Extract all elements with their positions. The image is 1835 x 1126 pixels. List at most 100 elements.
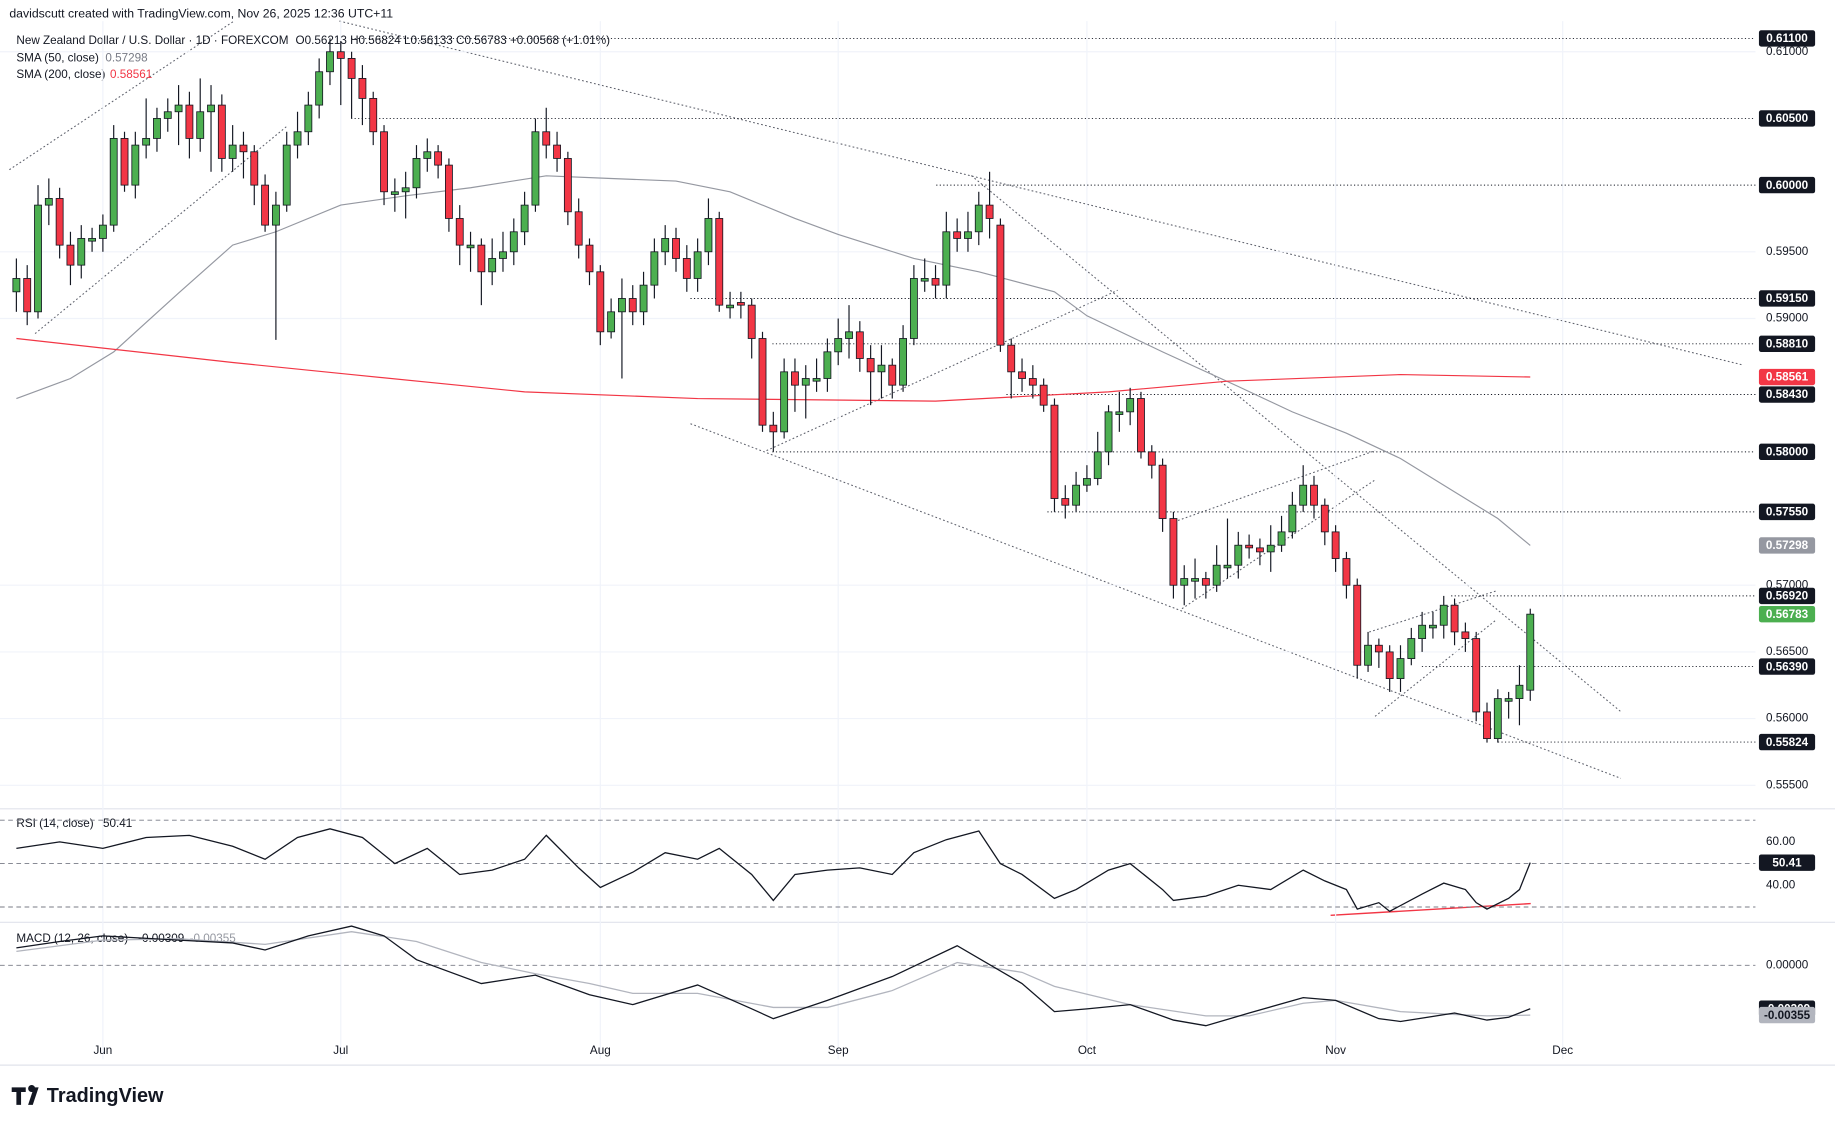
level-label-box <box>1758 587 1816 605</box>
candle-body <box>574 211 583 246</box>
pane-separators <box>0 808 1835 1066</box>
level-label-box <box>1758 110 1816 127</box>
candle-body <box>855 331 864 359</box>
level-label: 0.60500 <box>1766 112 1809 125</box>
y-tick-label: 60.00 <box>1766 835 1796 848</box>
candle-body <box>77 238 86 266</box>
candle-body <box>1158 464 1167 519</box>
candle-body <box>726 304 734 309</box>
candle-body <box>1126 398 1135 413</box>
candle-body <box>228 144 237 159</box>
level-label-box <box>1758 176 1816 194</box>
candle-body <box>336 51 345 59</box>
candle-body <box>1212 564 1221 586</box>
candle-body <box>207 104 215 113</box>
candle-body <box>401 187 410 193</box>
x-tick-label: Nov <box>1325 1044 1346 1057</box>
level-label: 0.56920 <box>1766 590 1809 603</box>
y-tick-label: 0.55500 <box>1766 778 1809 791</box>
level-label-box <box>1758 30 1816 47</box>
candle-body <box>163 111 172 119</box>
candle-body <box>434 151 443 166</box>
y-tick-label: 0.56500 <box>1766 645 1809 658</box>
candle-body <box>120 138 129 186</box>
candle-body <box>791 371 799 386</box>
last-price-label: 0.56783 <box>1766 608 1809 621</box>
candle-body <box>250 151 259 186</box>
candle-body <box>1461 631 1470 639</box>
candle-body <box>1050 404 1059 499</box>
indicator-value-label-box <box>1758 1006 1816 1024</box>
candle-body <box>1093 451 1102 479</box>
candle-body <box>758 338 767 426</box>
candle-body <box>1201 578 1210 586</box>
legend-value: 50.41 <box>103 817 132 830</box>
candle-body <box>1515 684 1524 700</box>
candle-body <box>1385 651 1394 679</box>
indicator-line <box>16 931 1531 1017</box>
candle-body <box>326 51 334 73</box>
candle-body <box>455 218 464 246</box>
candle-body <box>704 218 713 253</box>
candle-body <box>217 104 226 159</box>
candle-body <box>769 424 778 433</box>
candle-body <box>974 204 983 233</box>
candle-body <box>909 278 918 339</box>
candle-body <box>563 158 572 213</box>
sma-price-label-box <box>1758 368 1816 386</box>
candle-body <box>174 104 183 113</box>
divergence-line <box>1330 902 1531 917</box>
candle-body <box>1396 658 1405 679</box>
candle-body <box>1180 578 1189 586</box>
sma-price-label: 0.57298 <box>1766 539 1809 552</box>
candle-body <box>1493 698 1502 740</box>
candle-body <box>109 138 118 226</box>
candle-body <box>1429 624 1437 629</box>
candle-body <box>66 244 75 266</box>
level-label: 0.59150 <box>1766 292 1809 305</box>
legend-value: 0.58561 <box>110 68 152 81</box>
candle-body <box>801 378 810 386</box>
trend-line <box>1374 619 1496 717</box>
candle-body <box>1169 518 1178 586</box>
y-tick-label: 0.56000 <box>1766 712 1809 725</box>
candle-body <box>412 158 421 189</box>
candle-body <box>1256 547 1264 553</box>
candle-body <box>88 238 96 242</box>
candle-body <box>585 244 594 273</box>
candle-body <box>23 278 32 313</box>
candle-body <box>1277 531 1286 546</box>
candle-body <box>1191 578 1199 582</box>
candle-body <box>780 371 789 433</box>
candle-body <box>693 251 702 279</box>
rsi-legend: RSI (14, close) 50.41 <box>16 817 132 830</box>
x-tick-label: Aug <box>590 1044 611 1057</box>
candle-body <box>380 131 388 193</box>
candle-body <box>661 238 670 253</box>
level-label: 0.56390 <box>1766 660 1809 673</box>
candle-body <box>1018 371 1026 379</box>
candle-body <box>1266 544 1275 553</box>
candle-body <box>1364 644 1372 666</box>
candle-body <box>369 98 378 133</box>
candle-body <box>271 204 280 226</box>
candle-body <box>423 151 432 159</box>
level-label-box <box>1758 335 1816 353</box>
candle-body <box>1288 504 1297 533</box>
indicator-line <box>16 925 1531 1027</box>
candle-body <box>153 118 161 139</box>
candle-body <box>304 104 313 133</box>
level-label: 0.57550 <box>1766 506 1809 519</box>
x-tick-label: Dec <box>1552 1044 1573 1057</box>
level-label-box <box>1758 658 1816 675</box>
x-tick-label: Jul <box>333 1044 348 1057</box>
candle-body <box>996 224 1005 346</box>
candle-body <box>142 138 151 146</box>
candle-body <box>239 144 248 153</box>
candle-body <box>131 144 140 186</box>
candle-body <box>1234 544 1243 566</box>
candle-body <box>1342 558 1351 586</box>
candle-body <box>596 271 605 333</box>
candle-body <box>1299 484 1308 506</box>
